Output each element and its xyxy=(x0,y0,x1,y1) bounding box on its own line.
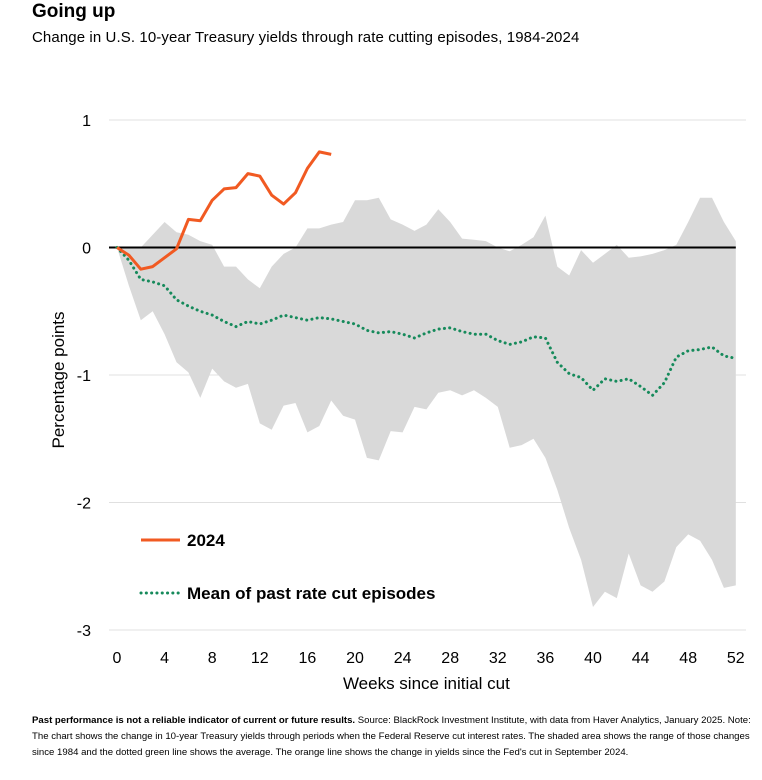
x-tick-label: 4 xyxy=(160,650,169,667)
legend: 2024 Mean of past rate cut episodes xyxy=(139,531,435,603)
x-tick-label: 44 xyxy=(632,650,650,667)
x-tick-label: 20 xyxy=(346,650,364,667)
legend-label-mean: Mean of past rate cut episodes xyxy=(187,584,435,603)
x-tick-label: 40 xyxy=(584,650,602,667)
x-tick-label: 52 xyxy=(727,650,745,667)
chart-title: Going up xyxy=(32,1,116,22)
y-axis-ticks: 1 0 -1 -2 -3 xyxy=(77,113,91,640)
y-tick-label: -3 xyxy=(77,623,91,640)
range-band-area xyxy=(117,197,736,608)
footnote-disclaimer: Past performance is not a reliable indic… xyxy=(32,715,356,726)
x-tick-label: 16 xyxy=(299,650,317,667)
x-tick-label: 12 xyxy=(251,650,269,667)
footnote: Past performance is not a reliable indic… xyxy=(32,713,754,761)
legend-label-2024: 2024 xyxy=(187,531,225,550)
series-2024-line xyxy=(116,150,332,271)
y-axis-title: Percentage points xyxy=(49,311,68,448)
x-axis-title: Weeks since initial cut xyxy=(343,674,510,693)
x-tick-label: 28 xyxy=(441,650,459,667)
y-tick-label: 0 xyxy=(82,241,91,258)
x-tick-label: 24 xyxy=(394,650,412,667)
y-tick-label: 1 xyxy=(82,113,91,130)
x-tick-label: 8 xyxy=(208,650,217,667)
footnote-text: Source: BlackRock Investment Institute, … xyxy=(32,715,751,758)
y-tick-label: -2 xyxy=(77,496,91,513)
x-tick-label: 0 xyxy=(113,650,122,667)
y-tick-label: -1 xyxy=(77,368,91,385)
chart-subtitle: Change in U.S. 10-year Treasury yields t… xyxy=(32,29,580,46)
x-tick-label: 48 xyxy=(679,650,697,667)
x-axis-ticks: 0 4 8 12 16 20 24 28 32 36 40 44 48 52 xyxy=(113,650,745,667)
x-tick-label: 36 xyxy=(537,650,555,667)
line-chart: 10-1-2-3 0 4 8 12 16 20 24 28 32 36 40 44 48 52 Perce… xyxy=(49,113,746,693)
x-tick-label: 32 xyxy=(489,650,507,667)
